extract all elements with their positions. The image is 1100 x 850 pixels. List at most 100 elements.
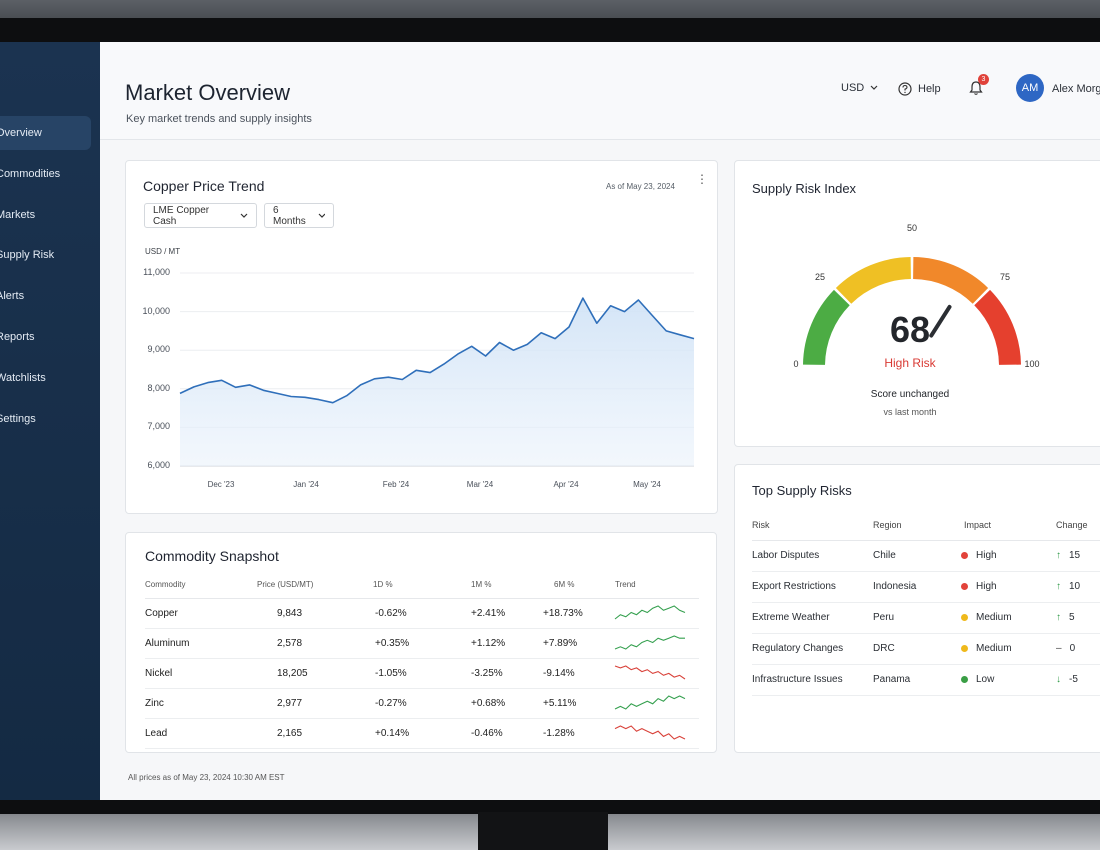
change-value: 0 [1069, 643, 1076, 654]
risk-status-sub: vs last month [883, 407, 937, 417]
main-content: Market Overview Key market trends and su… [100, 42, 1100, 800]
sidebar-item-overview[interactable]: Overview [0, 116, 91, 150]
risk-impact: Medium [961, 602, 1056, 634]
sidebar: Overview Commodities Markets Supply Risk… [0, 42, 100, 800]
table-row[interactable]: Export Restrictions Indonesia High ↑ 10 [752, 571, 1100, 603]
gauge-needle [929, 304, 952, 338]
price-area [180, 298, 694, 466]
sidebar-item-settings[interactable]: Settings [0, 402, 91, 436]
risk-impact: Medium [961, 633, 1056, 665]
chevron-down-icon [240, 213, 248, 218]
impact-label: High [976, 550, 997, 561]
gauge-label: 0 [793, 359, 798, 369]
change-1m: -3.25% [457, 658, 543, 689]
risk-change: –0 [1056, 633, 1100, 665]
sidebar-item-label: Commodities [0, 168, 61, 180]
table-row[interactable]: Regulatory Changes DRC Medium –0 [752, 633, 1100, 665]
change-1d: -1.05% [365, 658, 457, 689]
dash-icon: – [1056, 643, 1062, 654]
gauge-segment [803, 289, 850, 365]
risk-impact: High [961, 571, 1056, 603]
range-select[interactable]: 6 Months [264, 203, 334, 228]
x-tick-label: Apr '24 [553, 480, 579, 489]
series-select[interactable]: LME Copper Cash [144, 203, 257, 228]
risk-change: ↑ 10 [1056, 571, 1100, 603]
trend-sparkline [614, 664, 686, 679]
change-1d: +0.35% [365, 628, 457, 659]
y-tick-label: 9,000 [147, 344, 170, 355]
risk-region: DRC [873, 633, 961, 665]
sidebar-item-supply-risk[interactable]: Supply Risk [0, 238, 91, 272]
trend-sparkline [614, 694, 686, 710]
arrow-down-icon: ↓ [1056, 674, 1061, 685]
sidebar-item-markets[interactable]: Markets [0, 198, 91, 232]
user-name[interactable]: Alex Morgan [1052, 83, 1100, 95]
trend-sparkline-cell [613, 718, 699, 749]
page-subtitle: Key market trends and supply insights [126, 113, 312, 125]
impact-dot-icon [961, 675, 968, 683]
arrow-up-icon: ↑ [1056, 550, 1061, 561]
risk-level: High Risk [884, 356, 936, 370]
y-tick-label: 10,000 [142, 305, 170, 316]
table-row[interactable]: Nickel 18,205 -1.05% -3.25% -9.14% [145, 658, 699, 689]
sidebar-item-label: Reports [0, 331, 35, 343]
change-6m: +7.89% [543, 628, 613, 659]
commodity-name: Copper [145, 598, 257, 629]
snapshot-table: Commodity Price (USD/MT) 1D % 1M % 6M % … [145, 572, 699, 749]
currency-select[interactable]: USD [841, 82, 878, 94]
impact-label: Medium [976, 643, 1012, 654]
sidebar-item-label: Overview [0, 127, 42, 139]
y-tick-label: 11,000 [143, 267, 170, 277]
change-value: 5 [1069, 612, 1075, 623]
col-risk: Risk [752, 510, 873, 541]
table-row[interactable]: Copper 9,843 -0.62% +2.41% +18.73% [145, 598, 699, 629]
col-commodity: Commodity [145, 572, 257, 599]
help-label: Help [918, 83, 941, 95]
risk-name: Infrastructure Issues [752, 664, 873, 696]
notification-badge: 3 [978, 74, 989, 85]
trend-sparkline-cell [613, 658, 699, 689]
risk-score: 68 [889, 309, 931, 350]
change-value: 10 [1069, 581, 1081, 592]
sidebar-item-commodities[interactable]: Commodities [0, 157, 91, 191]
impact-label: Low [976, 674, 995, 685]
notifications-button[interactable]: 3 [968, 74, 989, 98]
risk-gauge: 0 25 50 75 100 [793, 223, 1039, 369]
col-trend: Trend [613, 572, 699, 599]
col-region: Region [873, 510, 961, 541]
help-button[interactable]: Help [898, 82, 941, 96]
commodity-name: Zinc [145, 688, 257, 719]
arrow-up-icon: ↑ [1056, 581, 1061, 592]
col-1m: 1M % [457, 572, 543, 599]
table-row[interactable]: Aluminum 2,578 +0.35% +1.12% +7.89% [145, 628, 699, 659]
change-1d: +0.14% [365, 718, 457, 749]
avatar[interactable]: AM [1016, 74, 1044, 102]
risk-impact: Low [961, 664, 1056, 696]
table-row[interactable]: Labor Disputes Chile High ↑ 15 [752, 540, 1100, 572]
change-value: 15 [1069, 550, 1081, 561]
impact-label: High [976, 581, 997, 592]
help-icon [898, 82, 912, 96]
gauge-segment [913, 257, 989, 304]
price-trend-card: Copper Price Trend As of May 23, 2024 ⋮ … [125, 160, 718, 514]
impact-dot-icon [961, 613, 968, 621]
table-row[interactable]: Lead 2,165 +0.14% -0.46% -1.28% [145, 718, 699, 749]
commodity-price: 18,205 [257, 658, 365, 689]
risk-change: ↓ -5 [1056, 664, 1100, 696]
risk-change: ↑ 5 [1056, 602, 1100, 634]
chevron-down-icon [870, 85, 878, 90]
screen: Overview Commodities Markets Supply Risk… [0, 42, 1100, 800]
sidebar-item-watchlists[interactable]: Watchlists [0, 361, 91, 395]
table-row[interactable]: Extreme Weather Peru Medium ↑ 5 [752, 602, 1100, 634]
gauge-label: 75 [1000, 272, 1010, 282]
table-row[interactable]: Infrastructure Issues Panama Low ↓ -5 [752, 664, 1100, 696]
sidebar-item-reports[interactable]: Reports [0, 320, 91, 354]
price-chart[interactable] [126, 161, 719, 515]
trend-sparkline-cell [613, 598, 699, 629]
sidebar-item-alerts[interactable]: Alerts [0, 279, 91, 313]
trend-sparkline [614, 724, 686, 740]
page-title: Market Overview [125, 80, 291, 105]
table-row[interactable]: Zinc 2,977 -0.27% +0.68% +5.11% [145, 688, 699, 719]
trend-sparkline-cell [613, 688, 699, 719]
change-6m: -1.28% [543, 718, 613, 749]
